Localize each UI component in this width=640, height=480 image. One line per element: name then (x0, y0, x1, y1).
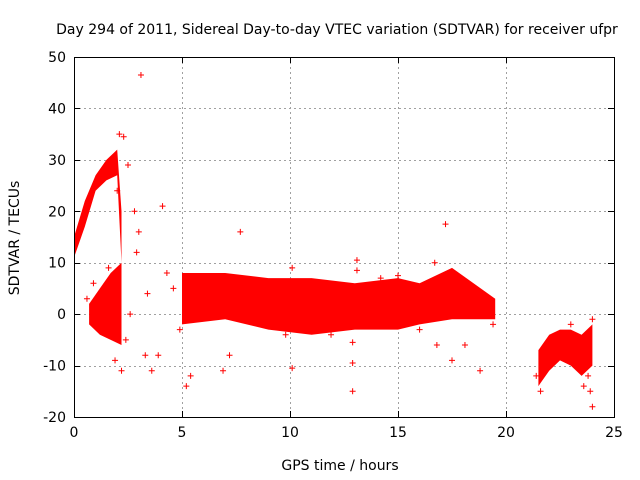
early-upper-band (74, 149, 122, 263)
data-point (563, 352, 570, 359)
data-point (442, 221, 449, 228)
data-point (137, 72, 144, 78)
data-point (289, 365, 296, 372)
data-point (155, 352, 162, 359)
x-tick-label: 10 (281, 425, 299, 441)
data-point (312, 300, 319, 307)
data-point (133, 249, 140, 256)
x-tick-label: 5 (178, 425, 187, 441)
data-point (472, 306, 479, 312)
data-point (353, 257, 360, 264)
x-tick-label: 25 (605, 425, 623, 441)
data-point (477, 367, 484, 374)
data-point (112, 357, 119, 364)
chart-title: Day 294 of 2011, Sidereal Day-to-day VTE… (56, 22, 618, 38)
y-tick-label: 30 (48, 153, 66, 169)
y-tick-label: -20 (43, 410, 66, 426)
data-point (90, 280, 97, 287)
data-point (116, 131, 123, 138)
data-point (407, 285, 414, 292)
data-point (127, 311, 134, 318)
data-point (159, 203, 166, 210)
data-point (170, 285, 177, 292)
data-point (250, 280, 257, 287)
data-point (589, 316, 596, 323)
data-point (384, 321, 391, 328)
data-point (328, 331, 335, 338)
plot-frame (74, 57, 615, 418)
y-tick-label: 20 (48, 204, 66, 220)
y-tick-label: -10 (43, 359, 66, 375)
y-tick-label: 10 (48, 256, 66, 272)
main-band (182, 267, 496, 335)
y-tick-label: 0 (57, 307, 66, 323)
data-point (125, 162, 131, 168)
x-axis-label: GPS time / hours (281, 458, 398, 474)
data-point (226, 352, 233, 359)
data-point (135, 228, 142, 235)
data-point (550, 342, 557, 348)
data-point (349, 339, 356, 346)
y-axis-label: SDTVAR / TECUs (7, 181, 23, 296)
data-point (589, 403, 596, 410)
data-point (349, 388, 356, 395)
data-point (533, 372, 540, 379)
data-bands (74, 149, 593, 387)
y-tick-label: 50 (48, 50, 66, 66)
data-point (416, 326, 423, 333)
data-point (585, 372, 592, 379)
x-tick-label: 20 (497, 425, 515, 441)
data-point (395, 272, 401, 279)
data-point (461, 342, 468, 348)
data-point (120, 133, 127, 140)
axis-ticks: 0 5 10 15 20 25 -20 -10 0 10 20 30 40 50 (43, 50, 623, 441)
data-point (131, 208, 138, 215)
data-point (148, 367, 155, 374)
data-point (574, 336, 581, 343)
data-point (490, 321, 497, 328)
data-point (220, 367, 227, 374)
y-tick-label: 40 (48, 101, 66, 117)
grid (74, 57, 614, 417)
data-point (176, 326, 183, 333)
data-point (101, 306, 108, 312)
data-point (433, 342, 440, 348)
x-tick-label: 15 (389, 425, 407, 441)
data-point (431, 259, 438, 266)
data-point (144, 290, 151, 297)
data-point (377, 275, 384, 282)
data-point (105, 264, 112, 271)
data-point (183, 383, 190, 390)
data-point (202, 290, 209, 297)
data-point (122, 336, 129, 343)
data-point (349, 360, 356, 366)
data-point (567, 321, 574, 328)
data-point (114, 187, 121, 194)
data-point (587, 388, 594, 395)
data-point (282, 331, 289, 338)
x-tick-label: 0 (70, 425, 79, 441)
early-lower-band (89, 262, 122, 345)
data-point (142, 352, 149, 359)
data-point (237, 228, 244, 235)
data-point (289, 264, 296, 271)
data-point (353, 267, 360, 274)
data-point (485, 295, 492, 302)
data-point (83, 295, 90, 302)
data-point (187, 372, 194, 379)
data-points (83, 72, 596, 410)
data-point (537, 388, 544, 395)
data-point (449, 357, 455, 364)
data-point (118, 367, 125, 374)
data-point (580, 383, 587, 390)
data-point (163, 270, 170, 276)
